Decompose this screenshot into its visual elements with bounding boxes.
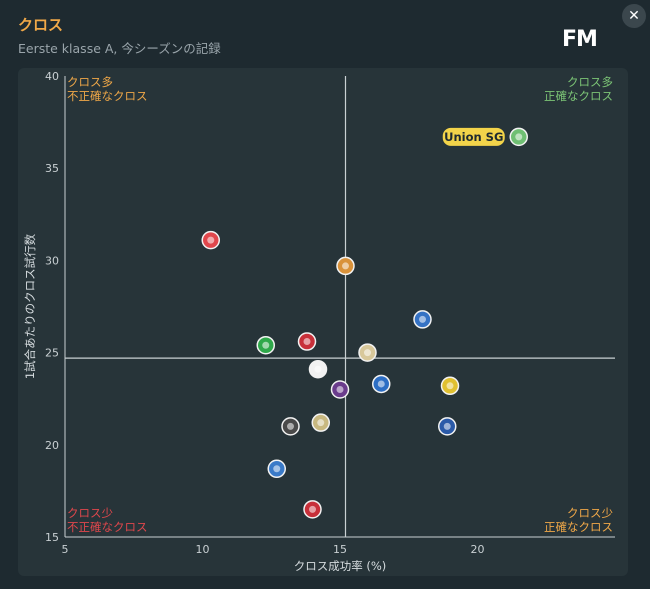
quadrant-label-bottom-left: 不正確なクロス — [67, 520, 148, 534]
data-point-badge-center — [443, 422, 451, 430]
data-point-badge-center — [446, 382, 454, 390]
page-subtitle: Eerste klasse A, 今シーズンの記録 — [18, 41, 221, 56]
quadrant-label-top-right: クロス多 — [567, 75, 613, 89]
chart-panel: 5 10 15 20 15 20 25 30 35 40 クロス成功率 (%) 1試合あたりのクロス試… — [18, 68, 628, 576]
x-tick-label: 15 — [333, 543, 347, 556]
page-title: クロス — [18, 16, 64, 34]
quadrant-label-top-left: 不正確なクロス — [67, 89, 148, 103]
data-point-badge-center — [273, 465, 281, 473]
data-point-badge-center — [303, 338, 311, 346]
y-tick-label: 25 — [45, 347, 59, 360]
data-point-badge-center — [287, 422, 294, 430]
x-axis-label: クロス成功率 (%) — [294, 559, 387, 573]
data-point-badge-center — [377, 380, 385, 388]
highlight-label: Union SG — [444, 130, 503, 144]
data-point-badge-center — [336, 385, 344, 393]
x-tick-label: 10 — [196, 543, 210, 556]
data-point-badge-center — [364, 349, 371, 357]
data-point-badge-center — [317, 419, 325, 427]
highlight-label-box — [442, 127, 505, 146]
x-tick-label: 20 — [471, 543, 485, 556]
y-tick-label: 30 — [45, 254, 59, 267]
y-tick-label: 20 — [45, 439, 59, 452]
quadrant-label-bottom-right: 正確なクロス — [544, 520, 613, 534]
scatter-chart: 5 10 15 20 15 20 25 30 35 40 クロス成功率 (%) 1試合あたりのクロス試… — [23, 70, 615, 573]
data-point-badge-center — [314, 365, 322, 373]
y-tick-label: 15 — [45, 531, 59, 544]
data-point-badge-center — [207, 236, 215, 244]
data-point-badge-center — [262, 341, 270, 349]
y-tick-label: 40 — [45, 70, 59, 83]
quadrant-label-bottom-left: クロス少 — [67, 506, 113, 520]
close-button[interactable]: ✕ — [622, 4, 646, 28]
quadrant-label-bottom-right: クロス少 — [567, 506, 613, 520]
data-point-badge-center — [342, 262, 349, 270]
quadrant-label-top-right: 正確なクロス — [544, 89, 613, 103]
data-point-badge-center — [515, 133, 523, 141]
data-point-badge-center — [309, 505, 316, 513]
y-axis-label: 1試合あたりのクロス試行数 — [23, 233, 37, 379]
data-point-badge-center — [419, 315, 426, 323]
y-tick-label: 35 — [45, 162, 59, 175]
fm-logo: FM — [562, 27, 598, 52]
quadrant-label-top-left: クロス多 — [67, 75, 113, 89]
close-icon: ✕ — [628, 8, 640, 24]
x-tick-label: 5 — [62, 543, 69, 556]
